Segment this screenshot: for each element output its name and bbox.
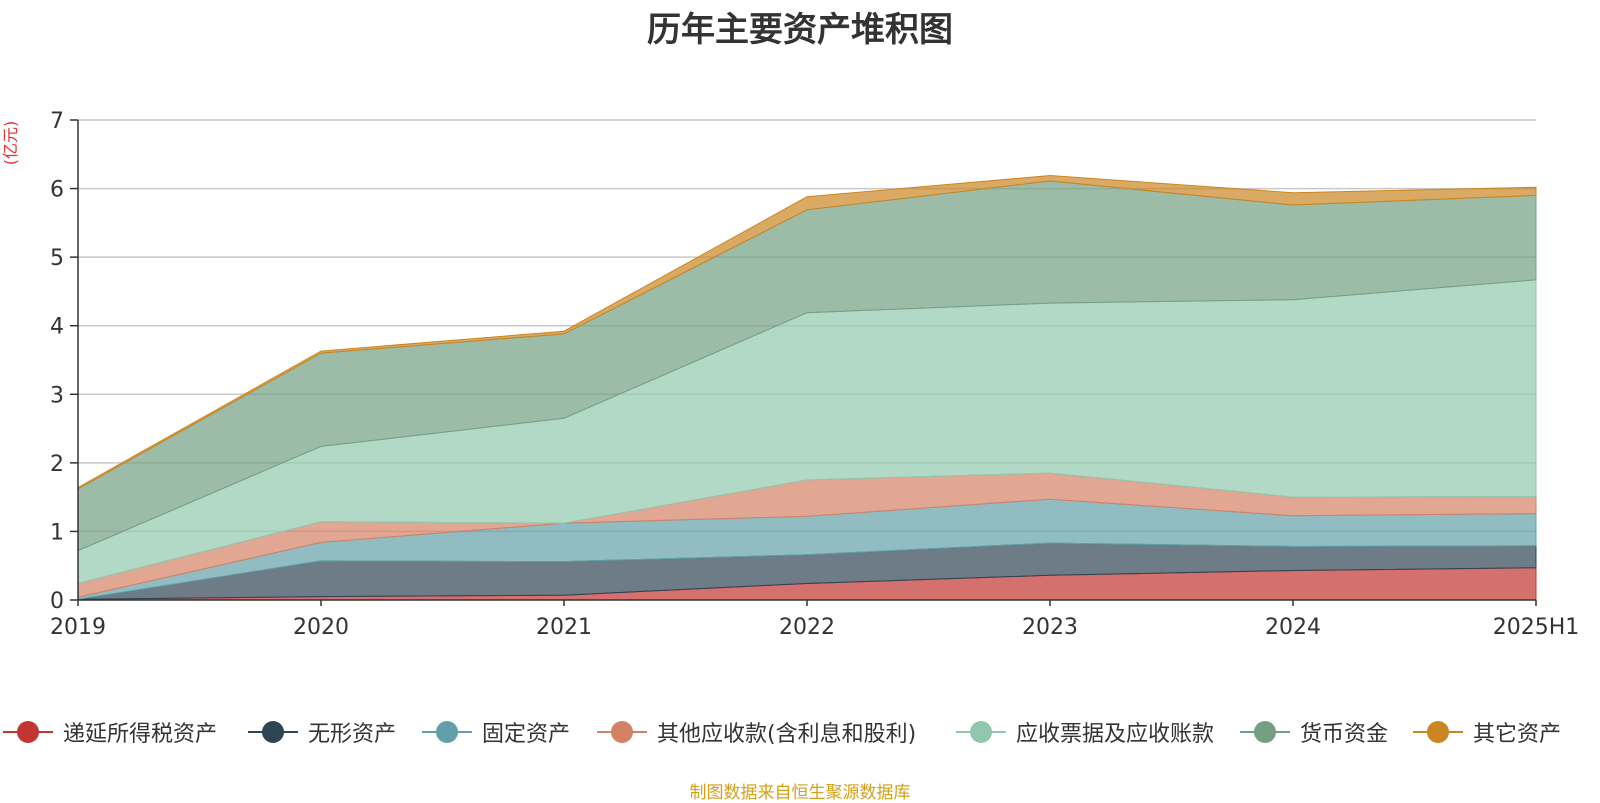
- y-tick-label: 4: [50, 315, 64, 340]
- legend-marker-icon: [248, 717, 298, 747]
- legend-marker-icon: [1240, 717, 1290, 747]
- legend-label: 应收票据及应收账款: [1016, 722, 1215, 747]
- y-tick-label: 0: [50, 589, 64, 614]
- legend-marker-icon: [956, 717, 1006, 747]
- x-tick-label: 2022: [779, 615, 835, 640]
- legend-label: 递延所得税资产: [63, 722, 218, 747]
- legend-item[interactable]: 无形资产: [248, 715, 396, 749]
- legend-marker-icon: [3, 717, 53, 747]
- y-tick-label: 1: [50, 520, 64, 545]
- source-note: 制图数据来自恒生聚源数据库: [689, 783, 911, 803]
- x-tick-label: 2019: [50, 615, 106, 640]
- legend-label: 固定资产: [482, 722, 571, 747]
- x-tick-label: 2023: [1022, 615, 1078, 640]
- y-tick-label: 7: [50, 109, 64, 134]
- stacked-areas: [77, 174, 1537, 601]
- legend-label: 无形资产: [308, 722, 397, 747]
- legend: 递延所得税资产 无形资产 固定资产 其他应收款(含利息和股利) 应收票据及应收账款 货币资…: [0, 715, 1600, 749]
- y-tick-label: 5: [50, 246, 64, 271]
- x-tick-label: 2024: [1265, 615, 1321, 640]
- legend-label: 其它资产: [1473, 722, 1562, 747]
- legend-item[interactable]: 其它资产: [1413, 715, 1561, 749]
- y-tick-label: 3: [50, 383, 64, 408]
- legend-label: 货币资金: [1300, 722, 1389, 747]
- axes: 0 1 2 3 4 5 6 7 2019 2020 2021 2022 2023 2024 2025H1: [50, 109, 1579, 640]
- y-axis-unit-label: (亿元): [1, 121, 20, 166]
- legend-item[interactable]: 其他应收款(含利息和股利): [597, 715, 916, 749]
- legend-marker-icon: [422, 717, 472, 747]
- legend-item[interactable]: 固定资产: [422, 715, 570, 749]
- legend-item[interactable]: 货币资金: [1240, 715, 1388, 749]
- chart-title: 历年主要资产堆积图: [647, 10, 953, 50]
- legend-label: 其他应收款(含利息和股利): [657, 722, 917, 747]
- x-tick-label: 2020: [293, 615, 349, 640]
- x-tick-label: 2025H1: [1493, 615, 1580, 640]
- y-tick-label: 6: [50, 178, 64, 203]
- y-tick-label: 2: [50, 452, 64, 477]
- legend-marker-icon: [1413, 717, 1463, 747]
- legend-marker-icon: [597, 717, 647, 747]
- legend-item[interactable]: 递延所得税资产: [3, 715, 217, 749]
- legend-item[interactable]: 应收票据及应收账款: [956, 715, 1214, 749]
- area-series-6: [77, 174, 1537, 490]
- x-tick-label: 2021: [536, 615, 592, 640]
